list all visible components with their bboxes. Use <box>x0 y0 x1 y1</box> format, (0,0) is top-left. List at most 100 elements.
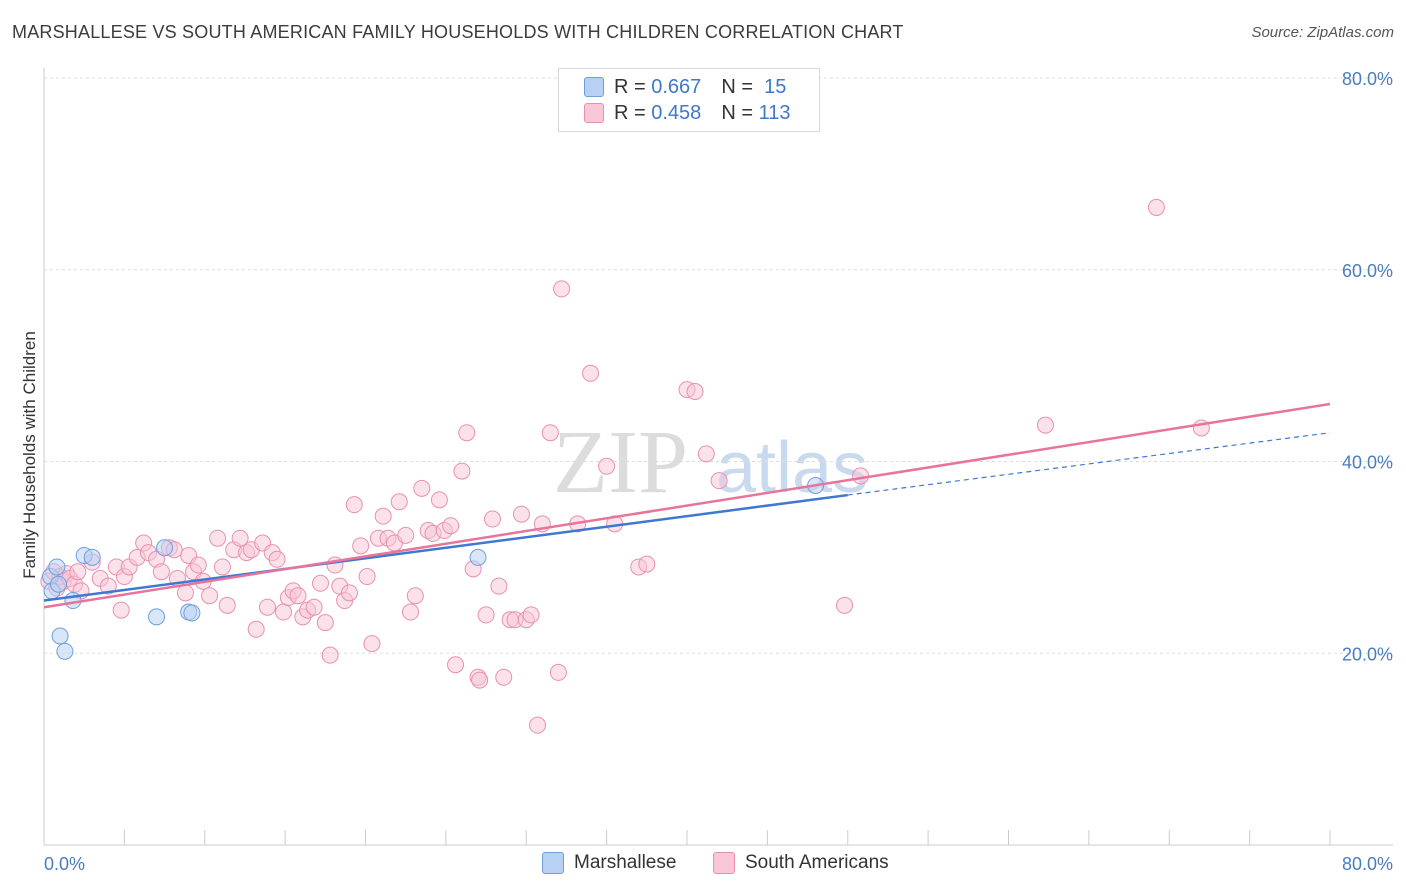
south-american-point <box>1036 416 1054 434</box>
south-american-point <box>553 280 571 298</box>
legend-r-label: R = <box>614 101 652 124</box>
x-tick-label: 80.0% <box>1342 854 1393 874</box>
south-american-point <box>69 563 87 581</box>
south-american-point <box>201 587 219 605</box>
legend-row-marshallese: R = 0.667 N = 15 <box>584 75 786 99</box>
south-american-point <box>529 716 547 734</box>
y-tick-label: 20.0% <box>1342 644 1393 664</box>
chart-title: MARSHALLESE VS SOUTH AMERICAN FAMILY HOU… <box>12 22 904 42</box>
south-american-point <box>99 577 117 595</box>
legend-r-value: 0.667 <box>651 75 702 98</box>
south-american-point <box>541 424 559 442</box>
marshallese-trendline-extension <box>847 432 1331 496</box>
south-american-point <box>112 601 130 619</box>
south-american-point <box>176 584 194 602</box>
marshallese-point <box>48 558 66 576</box>
south-american-point <box>340 584 358 602</box>
south-american-point <box>495 668 513 686</box>
south-american-point <box>413 479 431 497</box>
south-american-point <box>1147 198 1165 216</box>
south-americans-swatch <box>713 852 735 874</box>
south-american-point <box>305 598 323 616</box>
legend-swatch-blue <box>584 77 604 97</box>
south-american-point <box>231 529 249 547</box>
south-american-point <box>247 620 265 638</box>
marshallese-trendline <box>43 493 848 602</box>
legend-n-value: 15 <box>758 75 787 98</box>
south-american-point <box>638 555 656 573</box>
series-legend: Marshallese South Americans <box>0 852 1406 878</box>
marshallese-point <box>148 608 166 626</box>
marshallese-point <box>49 575 67 593</box>
south-american-point <box>352 537 370 555</box>
legend-n-value: 113 <box>758 101 791 124</box>
marshallese-point <box>469 548 487 566</box>
south-american-point <box>522 606 540 624</box>
watermark-zip: ZIP <box>553 413 688 512</box>
south-american-point <box>316 614 334 632</box>
south-american-point <box>358 568 376 586</box>
south-american-point <box>836 596 854 614</box>
south-american-point <box>374 507 392 525</box>
south-american-point <box>598 457 616 475</box>
south-american-point <box>268 550 286 568</box>
south-american-point <box>447 656 465 674</box>
south-american-point <box>512 505 530 523</box>
south-american-point <box>218 596 236 614</box>
south-american-point <box>471 671 489 689</box>
south-american-point <box>686 383 704 401</box>
south-american-point <box>189 556 207 574</box>
south-american-point <box>710 472 728 490</box>
legend-r-value: 0.458 <box>651 101 702 124</box>
south-american-point <box>477 606 495 624</box>
legend-item-marshallese[interactable]: Marshallese <box>542 852 676 874</box>
south-american-point <box>390 493 408 511</box>
marshallese-label: Marshallese <box>574 852 677 873</box>
south-americans-label: South Americans <box>745 852 889 873</box>
marshallese-swatch <box>542 852 564 874</box>
south-american-point <box>458 424 476 442</box>
south-american-point <box>549 663 567 681</box>
marshallese-point <box>83 548 101 566</box>
south-american-point <box>697 445 715 463</box>
south-american-point <box>397 526 415 544</box>
south-american-point <box>152 563 170 581</box>
south-american-point <box>402 603 420 621</box>
south-american-point <box>345 496 363 514</box>
south-american-point <box>363 635 381 653</box>
south-american-point <box>289 587 307 605</box>
south-american-point <box>442 517 460 535</box>
zipatlas-watermark: ZIP atlas <box>553 413 868 512</box>
south-american-point <box>321 646 339 664</box>
legend-swatch-pink <box>584 103 604 123</box>
y-tick-label: 80.0% <box>1342 69 1393 89</box>
x-tick-label: 0.0% <box>44 854 85 874</box>
correlation-legend: R = 0.667 N = 15 R = 0.458 N = 113 <box>558 68 820 132</box>
south-american-point <box>430 491 448 509</box>
legend-item-south-americans[interactable]: South Americans <box>713 852 889 874</box>
south-american-point <box>582 364 600 382</box>
marshallese-point <box>56 642 74 660</box>
south-american-point <box>258 598 276 616</box>
south-american-point <box>209 529 227 547</box>
legend-n-label: N = <box>721 101 759 124</box>
south-american-point <box>490 577 508 595</box>
south-american-point <box>275 603 293 621</box>
marshallese-point <box>156 539 174 557</box>
y-tick-label: 40.0% <box>1342 453 1393 473</box>
south-american-point <box>483 510 501 528</box>
south-american-point <box>852 467 870 485</box>
y-tick-label: 60.0% <box>1342 261 1393 281</box>
marshallese-point <box>183 604 201 622</box>
legend-row-south-americans: R = 0.458 N = 113 <box>584 101 790 125</box>
south-american-point <box>453 462 471 480</box>
south-american-point <box>311 574 329 592</box>
marshallese-point <box>51 627 69 645</box>
legend-r-label: R = <box>614 75 652 98</box>
south-americans-trendline <box>43 402 1331 609</box>
south-american-point <box>213 558 231 576</box>
legend-n-label: N = <box>721 75 759 98</box>
south-american-point <box>406 587 424 605</box>
source-label: Source: ZipAtlas.com <box>1251 24 1394 41</box>
